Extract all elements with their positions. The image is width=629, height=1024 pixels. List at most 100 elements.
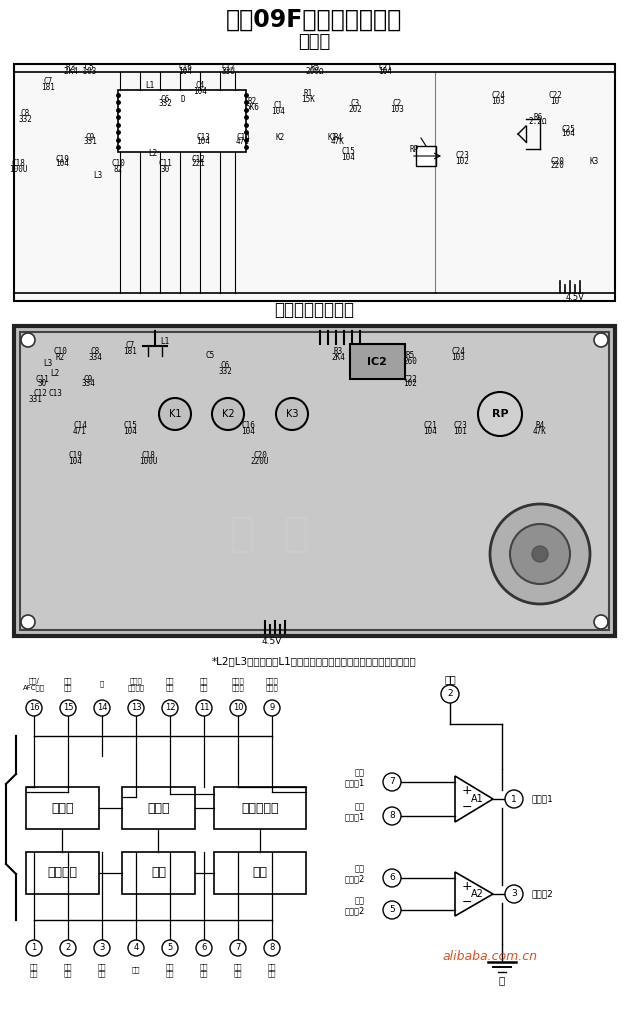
Text: K3: K3 (589, 157, 599, 166)
Text: C20: C20 (550, 157, 564, 166)
Text: 原理图: 原理图 (298, 33, 330, 51)
Text: C7: C7 (43, 78, 53, 86)
Text: 104: 104 (68, 457, 82, 466)
Circle shape (264, 940, 280, 956)
Circle shape (276, 398, 308, 430)
Text: 9: 9 (269, 703, 275, 713)
Circle shape (196, 700, 212, 716)
Text: L3: L3 (43, 359, 53, 369)
Text: 射频
输入: 射频 输入 (166, 677, 174, 691)
Text: C23: C23 (455, 152, 469, 161)
Text: C13: C13 (48, 389, 62, 398)
Text: 331: 331 (28, 394, 42, 403)
Text: 输出端2: 输出端2 (532, 890, 554, 898)
Circle shape (383, 901, 401, 919)
Text: 10: 10 (550, 96, 560, 105)
Text: C4: C4 (196, 82, 204, 90)
Text: R5: R5 (310, 62, 320, 72)
Text: C14: C14 (73, 422, 87, 430)
Text: C18: C18 (11, 160, 25, 169)
Text: C2: C2 (392, 99, 402, 109)
Bar (14, 326, 615, 636)
Text: 电调/
AFC输出: 电调/ AFC输出 (23, 677, 45, 691)
Circle shape (60, 940, 76, 956)
Text: 静音: 静音 (252, 866, 267, 880)
Text: A1: A1 (470, 794, 483, 804)
Text: K3: K3 (286, 409, 298, 419)
Text: 地: 地 (499, 975, 505, 985)
Circle shape (505, 790, 523, 808)
Bar (122, 787, 195, 829)
Text: 15K: 15K (301, 94, 315, 103)
Text: L3: L3 (93, 171, 103, 180)
Text: 正向
输入端2: 正向 输入端2 (345, 864, 365, 884)
Text: 12: 12 (165, 703, 175, 713)
Text: C23: C23 (453, 422, 467, 430)
Text: 332: 332 (218, 367, 232, 376)
Text: 混频器: 混频器 (51, 802, 74, 814)
Circle shape (162, 940, 178, 956)
Text: C3: C3 (350, 99, 360, 109)
Circle shape (94, 940, 110, 956)
Text: L1: L1 (145, 82, 155, 90)
Text: 中频
输出: 中频 输出 (268, 963, 276, 977)
Text: 103: 103 (491, 96, 505, 105)
Text: C6: C6 (220, 361, 230, 371)
Bar (14, 63, 615, 301)
Text: +: + (462, 880, 472, 893)
Bar (350, 344, 405, 379)
Text: 471: 471 (236, 137, 250, 146)
Text: C25: C25 (561, 125, 575, 133)
Text: 104: 104 (378, 68, 392, 77)
Text: 2: 2 (65, 943, 70, 952)
Text: C19: C19 (55, 155, 69, 164)
Text: 5: 5 (389, 905, 395, 914)
Text: 7: 7 (235, 943, 241, 952)
Text: 220: 220 (550, 162, 564, 171)
Bar (416, 146, 436, 166)
Text: 2.2Ω: 2.2Ω (529, 118, 547, 127)
Text: 181: 181 (123, 346, 137, 355)
Text: C5: C5 (206, 351, 214, 360)
Text: 332: 332 (158, 99, 172, 109)
Circle shape (26, 940, 42, 956)
Text: 33U: 33U (221, 68, 235, 77)
Circle shape (490, 504, 590, 604)
Text: 2K4: 2K4 (331, 352, 345, 361)
Text: C24: C24 (491, 91, 505, 100)
Text: 6: 6 (201, 943, 207, 952)
Text: C21: C21 (423, 422, 437, 430)
Text: 104: 104 (178, 68, 192, 77)
Text: alibaba.com.cn: alibaba.com.cn (442, 949, 538, 963)
Circle shape (594, 615, 608, 629)
Text: 限幅低
通滤波: 限幅低 通滤波 (231, 677, 245, 691)
Text: 221: 221 (191, 160, 205, 169)
Text: 地: 地 (100, 681, 104, 687)
Text: 输出端1: 输出端1 (532, 795, 554, 804)
Circle shape (383, 773, 401, 791)
Text: 2: 2 (447, 689, 453, 698)
Text: L1: L1 (160, 338, 170, 346)
Text: −: − (462, 801, 472, 813)
Text: 202: 202 (348, 104, 362, 114)
Text: 反向
输入端1: 反向 输入端1 (345, 802, 365, 821)
Text: 电源: 电源 (131, 967, 140, 973)
Text: 30: 30 (160, 165, 170, 173)
Text: K2: K2 (221, 409, 235, 419)
Text: 3: 3 (511, 890, 517, 898)
Circle shape (94, 700, 110, 716)
Text: C10: C10 (53, 347, 67, 356)
Text: C11: C11 (35, 375, 49, 384)
Text: R3  C5: R3 C5 (66, 62, 94, 72)
Text: 10: 10 (233, 703, 243, 713)
Text: 安装图（焊接面）: 安装图（焊接面） (274, 301, 354, 319)
Text: 104: 104 (193, 86, 207, 95)
Text: 220U: 220U (251, 457, 269, 466)
Text: R5: R5 (405, 351, 415, 360)
Text: C15: C15 (123, 422, 137, 430)
Text: R2: R2 (247, 97, 257, 106)
Text: K1: K1 (169, 409, 181, 419)
Text: L2: L2 (50, 370, 60, 379)
Text: R2: R2 (55, 352, 65, 361)
Text: R3: R3 (333, 347, 343, 356)
